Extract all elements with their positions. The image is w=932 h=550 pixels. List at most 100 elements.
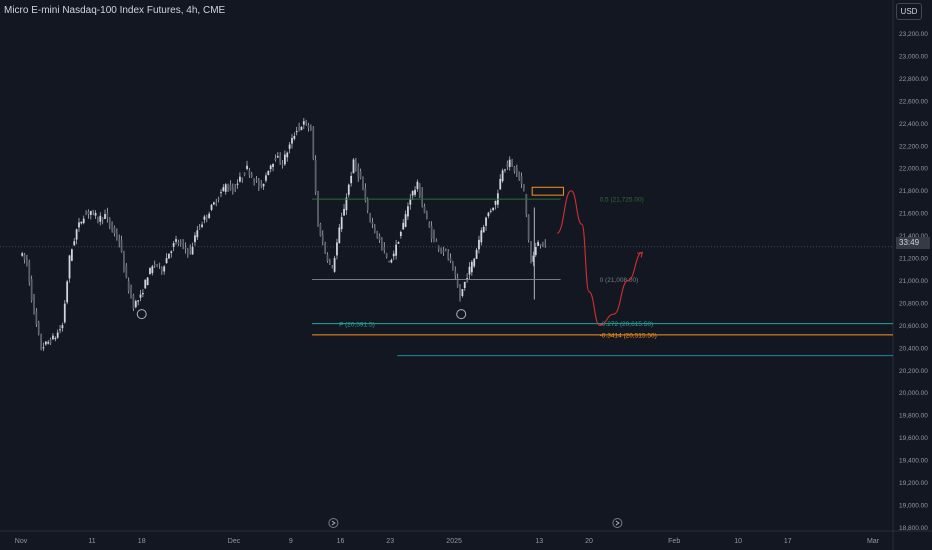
candle-body [73,241,76,246]
candle-body [85,213,87,215]
candle-body [40,334,43,349]
candle-body [352,159,355,174]
candle-body [267,170,270,175]
event-marker-glyph [331,520,336,526]
event-marker-icon [612,518,623,528]
candle-body [42,347,45,349]
candle-body [208,213,211,219]
candle-body [137,300,140,302]
y-tick-label: 19,600.00 [899,435,928,442]
candle-body [288,144,291,149]
x-tick-label: Nov [15,538,28,545]
x-tick-label: 17 [784,538,792,545]
candle-body [191,246,194,255]
candle-body [113,227,116,234]
candle-body [504,169,506,171]
candle-body [461,289,464,296]
candle-body [298,126,300,128]
currency-button[interactable]: USD [896,3,922,20]
candle-body [179,242,182,244]
candle-body [468,266,471,275]
candle-body [146,277,149,286]
candle-body [52,335,54,340]
candle-body [515,168,518,173]
candle-body [175,239,177,242]
candle-body [37,322,40,334]
candle-body [487,212,490,217]
candle-body [239,176,241,182]
x-tick-label: 10 [734,538,742,545]
candle-body [537,242,540,246]
candle-body [338,227,341,244]
candle-body [63,303,66,323]
candle-body [125,265,128,278]
candle-body [326,254,329,262]
x-tick-label: 23 [386,538,394,545]
candle-body [26,258,28,264]
candle-body [402,222,405,230]
candle-body [319,223,322,236]
candle-body [101,217,104,220]
candle-body [328,260,331,263]
candle-body [437,245,440,250]
candle-body [499,178,502,190]
candle-body [149,268,151,275]
candle-body [170,251,173,253]
x-tick-label: 18 [138,538,146,545]
candle-body [523,185,525,189]
x-tick-label: Feb [668,538,680,545]
candle-body [541,241,544,247]
candle-body [28,261,31,283]
candle-body [156,264,158,267]
y-tick-label: 20,600.00 [899,323,928,330]
candle-body [302,121,305,125]
candle-body [350,175,353,184]
y-tick-label: 19,800.00 [899,413,928,420]
candle-body [340,217,343,230]
candle-body [534,247,537,255]
candle-body [269,165,272,170]
candle-body [281,163,284,165]
candle-body [357,166,360,177]
candle-body [416,181,419,190]
y-tick-label: 20,400.00 [899,345,928,352]
candle-body [345,197,348,211]
y-tick-label: 19,000.00 [899,502,928,509]
candle-body [520,176,523,184]
candle-body [312,127,315,159]
candle-body [220,192,222,194]
candle-body [66,281,69,303]
candle-body [440,249,442,251]
x-tick-label: 11 [88,538,95,545]
candle-body [525,193,528,215]
candle-body [99,215,102,222]
candle-body [61,325,64,329]
candle-body [473,258,476,267]
candle-body [485,217,487,226]
y-tick-label: 21,000.00 [899,278,928,285]
candle-body [478,239,480,250]
candle-body [513,166,516,172]
candle-body [215,202,218,204]
candle-body [241,177,244,179]
candle-body [470,261,473,273]
candle-body [530,241,532,264]
y-tick-label: 22,400.00 [899,121,928,128]
candle-body [385,253,388,258]
candle-body [295,131,298,133]
projection-arrowhead [637,251,643,258]
candle-body [123,253,125,270]
candle-body [253,178,256,183]
candle-body [293,135,296,139]
candle-body [532,255,535,262]
candle-body [283,154,286,165]
candle-body [452,264,454,267]
candle-body [544,243,547,245]
candle-body [404,214,407,227]
candle-body [257,181,260,187]
y-tick-label: 22,800.00 [899,76,928,83]
candle-body [395,244,398,256]
candle-body [336,242,338,256]
